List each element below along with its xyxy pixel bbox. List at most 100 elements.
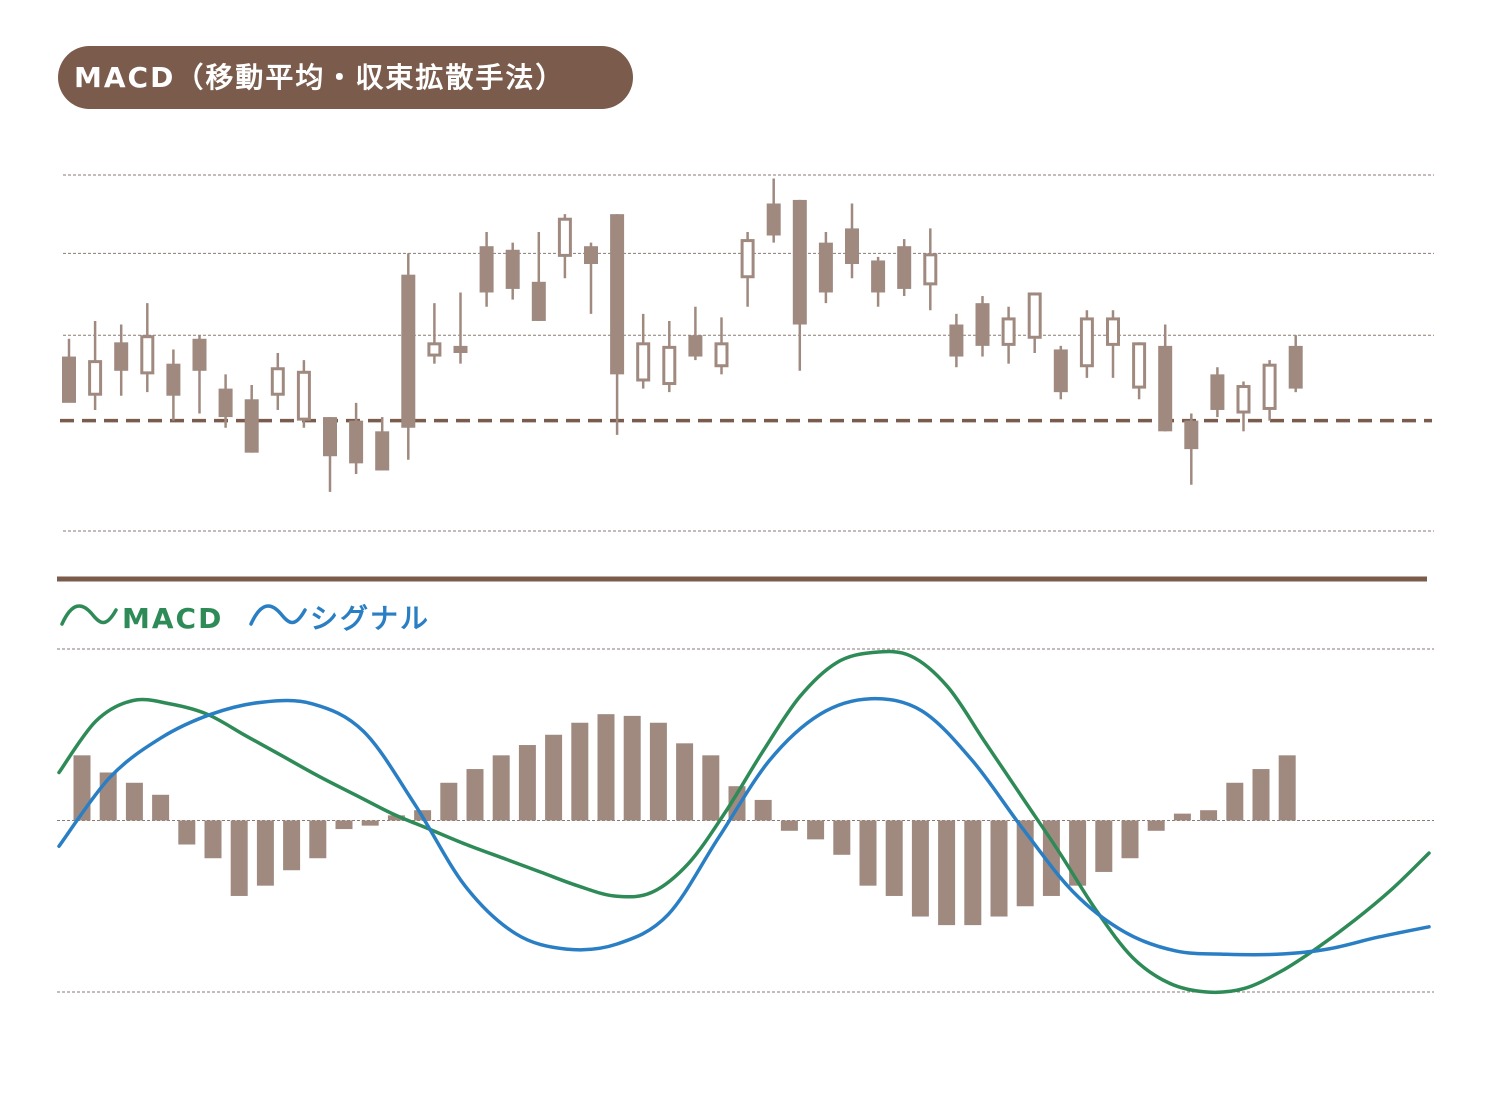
candle-body [740,239,755,279]
histogram-bar [754,799,772,821]
histogram-bar [833,820,851,855]
histogram-bar [387,815,405,821]
histogram-bar [571,722,589,821]
candle-body [114,342,129,371]
histogram-bar [125,782,143,821]
candle-body [375,431,390,471]
candle [505,242,520,300]
candle-body [1184,420,1199,450]
candle-body [897,246,912,289]
histogram-bar [1042,820,1060,896]
candle-body [270,367,285,396]
candlesticks [62,178,1303,492]
histogram-bar [676,743,694,821]
candle-body [975,303,990,346]
candle [766,178,781,243]
candle [897,239,912,297]
macd-line [57,649,1431,995]
histogram-bar [1252,769,1270,821]
wave-icon [249,604,307,626]
histogram-bar [1147,820,1165,831]
candle [584,242,598,314]
candle-body [166,363,181,396]
candle [845,203,859,279]
histogram-bar [649,722,667,821]
signal-line [57,696,1431,957]
candle-body [792,199,807,325]
macd-histogram [73,714,1296,926]
candle [88,320,103,410]
candle [949,313,964,368]
candle [114,324,129,396]
candle [792,199,807,371]
candle-body [427,342,442,357]
candle-body [584,246,598,264]
histogram-bar [938,820,956,926]
histogram-bar [911,820,929,917]
candle [140,303,155,393]
candle-body [479,246,494,293]
candle [192,335,207,414]
legend-macd-label: MACD [122,602,223,635]
macd-lines [57,649,1431,995]
candle-body [244,399,259,453]
candle [62,338,76,403]
chart-title: MACD（移動平均・収束拡散手法） [58,46,633,109]
candle [1106,310,1120,378]
candle [1210,367,1225,418]
histogram-bar [964,820,982,926]
candle-body [531,281,546,321]
candle-gridlines [63,174,1434,532]
candle-body [818,242,833,293]
candle [427,303,442,364]
histogram-bar [859,820,877,886]
histogram-bar [885,820,903,896]
candle-body [192,338,207,371]
histogram-bar [1095,820,1113,872]
candle [740,231,755,307]
candle-body [1158,345,1173,432]
legend-signal-label: シグナル [310,602,430,635]
candle [401,253,416,460]
legend: MACD シグナル [60,602,430,635]
histogram-bar [492,755,510,821]
histogram-bar [728,786,746,821]
histogram-bar [623,715,641,821]
candle [166,349,181,421]
histogram-bar [440,782,458,821]
histogram-bar [807,820,825,840]
histogram-bar [518,745,536,821]
histogram-bar [1069,820,1087,886]
candle-body [505,249,520,289]
candle [244,385,259,453]
candle-body [1262,363,1277,410]
candle [1053,345,1068,400]
candle-body [296,370,311,421]
candle-body [1288,345,1303,389]
candle-body [610,214,625,375]
candle-body [218,388,233,418]
candle [1184,413,1199,485]
histogram-bar [1278,755,1296,821]
candle-body [1106,317,1120,346]
candle-body [949,324,964,357]
candle-body [1079,317,1094,368]
candle [610,214,625,435]
histogram-bar [780,820,798,831]
candle [349,402,364,475]
candle [923,228,938,311]
candle-body [1210,374,1225,410]
candle-body [349,420,364,464]
candle [375,417,390,471]
candle [636,313,651,389]
histogram-bar [283,820,301,871]
candle [531,231,546,321]
candle [1079,310,1094,378]
candle-body [636,342,651,382]
candle [323,417,337,492]
candle-body [923,253,938,286]
histogram-bar [73,755,91,821]
candle [1001,306,1016,364]
candle-body [453,345,468,353]
